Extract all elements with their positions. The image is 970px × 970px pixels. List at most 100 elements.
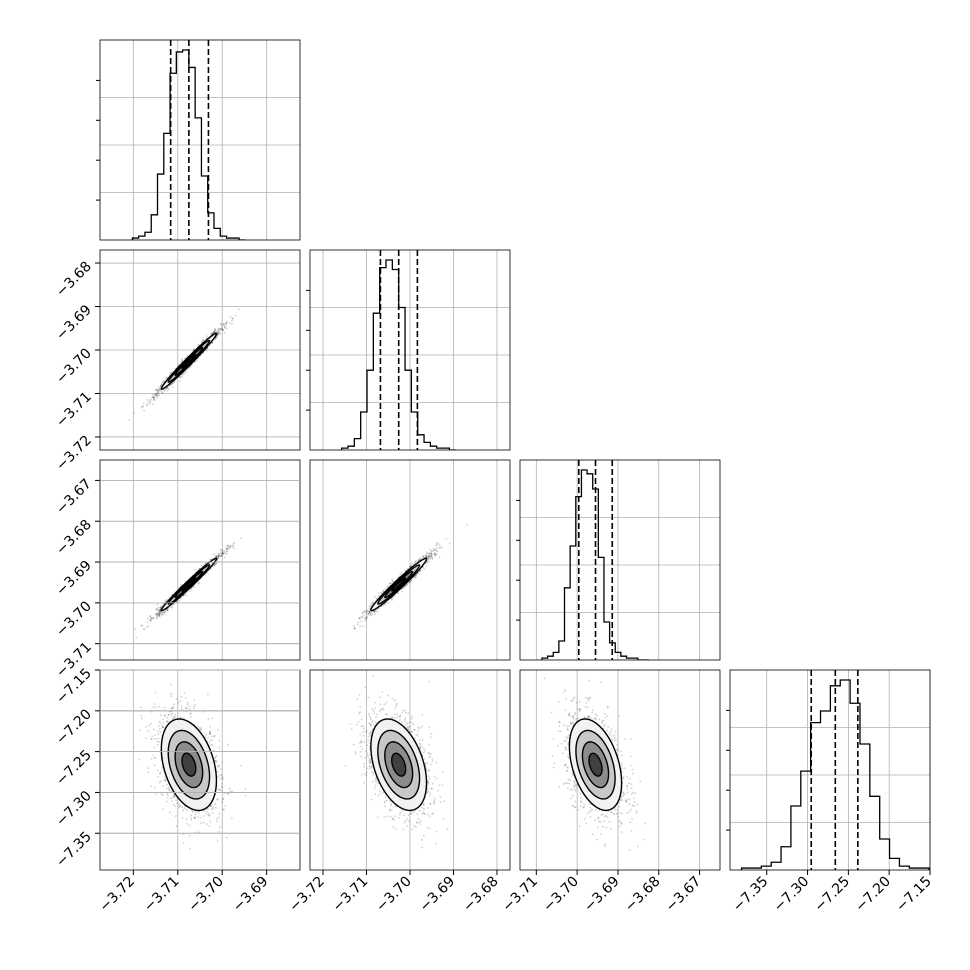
scatter-point: [240, 537, 243, 540]
scatter-point: [159, 609, 162, 611]
scatter-point: [154, 389, 157, 392]
scatter-point: [211, 342, 214, 344]
scatter-point: [410, 562, 413, 565]
scatter-point: [163, 601, 166, 603]
scatter-point: [221, 776, 224, 778]
scatter-point: [383, 603, 386, 606]
scatter-point: [164, 611, 166, 613]
scatter-point: [193, 816, 196, 819]
scatter-point: [426, 561, 429, 564]
scatter-point: [171, 383, 174, 385]
scatter-point: [402, 587, 405, 590]
scatter-point: [156, 611, 158, 614]
scatter-point: [417, 572, 419, 575]
scatter-point: [174, 805, 177, 808]
scatter-point: [175, 825, 178, 828]
scatter-point: [157, 737, 160, 740]
scatter-point: [408, 566, 411, 568]
scatter-point: [409, 565, 412, 568]
scatter-point: [156, 603, 159, 606]
scatter-point: [181, 359, 184, 362]
scatter-point: [375, 609, 377, 612]
scatter-point: [147, 400, 150, 403]
scatter-point: [409, 581, 411, 583]
scatter-point: [211, 812, 214, 815]
scatter-point: [205, 813, 208, 816]
scatter-point: [428, 552, 431, 555]
contour-level-3: [391, 577, 407, 592]
scatter-point: [155, 608, 157, 611]
scatter-point: [203, 339, 205, 342]
scatter-point: [159, 606, 162, 609]
scatter-point: [201, 338, 204, 341]
scatter-point: [418, 558, 421, 561]
scatter-point: [215, 555, 218, 558]
scatter-point: [182, 842, 185, 845]
scatter-panel-0-3: [99, 669, 301, 871]
scatter-point: [164, 376, 167, 379]
scatter-point: [154, 393, 157, 395]
scatter-point: [425, 555, 428, 558]
scatter-point: [410, 564, 413, 567]
scatter-point: [391, 578, 393, 581]
scatter-point: [357, 621, 360, 624]
scatter-point: [156, 391, 159, 394]
scatter-point: [157, 389, 160, 392]
scatter-point: [217, 332, 220, 334]
scatter-point: [353, 625, 355, 627]
scatter-point: [228, 546, 231, 548]
scatter-point: [367, 612, 370, 615]
scatter-point: [221, 551, 224, 554]
scatter-point: [158, 612, 161, 615]
scatter-point: [158, 612, 161, 615]
scatter-point: [182, 595, 185, 597]
scatter-point: [415, 575, 417, 577]
scatter-point: [156, 609, 159, 612]
scatter-point: [159, 385, 162, 388]
scatter-point: [166, 387, 169, 389]
histogram-panel-1: [306, 249, 511, 451]
scatter-point: [140, 624, 143, 627]
scatter-point: [356, 623, 359, 626]
scatter-point: [374, 609, 377, 612]
scatter-point: [153, 397, 156, 399]
scatter-point: [358, 616, 361, 619]
scatter-point: [158, 388, 160, 391]
scatter-point: [419, 557, 421, 560]
scatter-point: [158, 781, 161, 784]
scatter-point: [426, 551, 428, 554]
scatter-point: [400, 571, 403, 574]
scatter-point: [376, 610, 379, 613]
scatter-point: [165, 598, 168, 601]
scatter-point: [155, 389, 158, 392]
scatter-point: [219, 328, 222, 330]
scatter-point: [365, 616, 368, 619]
scatter-point: [147, 767, 150, 769]
scatter-point: [171, 606, 174, 609]
scatter-point: [197, 344, 200, 347]
scatter-point: [172, 706, 175, 709]
scatter-point: [181, 358, 183, 361]
scatter-point: [215, 806, 217, 809]
scatter-point: [158, 614, 161, 616]
scatter-point: [170, 606, 172, 609]
scatter-point: [225, 545, 228, 548]
scatter-point: [150, 619, 152, 622]
scatter-point: [161, 724, 163, 727]
scatter-point: [179, 375, 182, 378]
scatter-point: [154, 394, 157, 397]
scatter-point: [368, 611, 371, 613]
scatter-point: [413, 576, 416, 579]
scatter-point: [238, 308, 240, 311]
scatter-point: [193, 816, 196, 819]
scatter-point: [353, 627, 356, 629]
scatter-point: [220, 773, 223, 776]
scatter-point: [218, 328, 220, 331]
scatter-point: [161, 392, 164, 395]
scatter-point: [155, 392, 158, 395]
scatter-point: [142, 628, 145, 630]
scatter-point: [378, 607, 380, 610]
scatter-point: [228, 547, 231, 549]
scatter-point: [389, 582, 392, 585]
scatter-point: [229, 322, 232, 325]
